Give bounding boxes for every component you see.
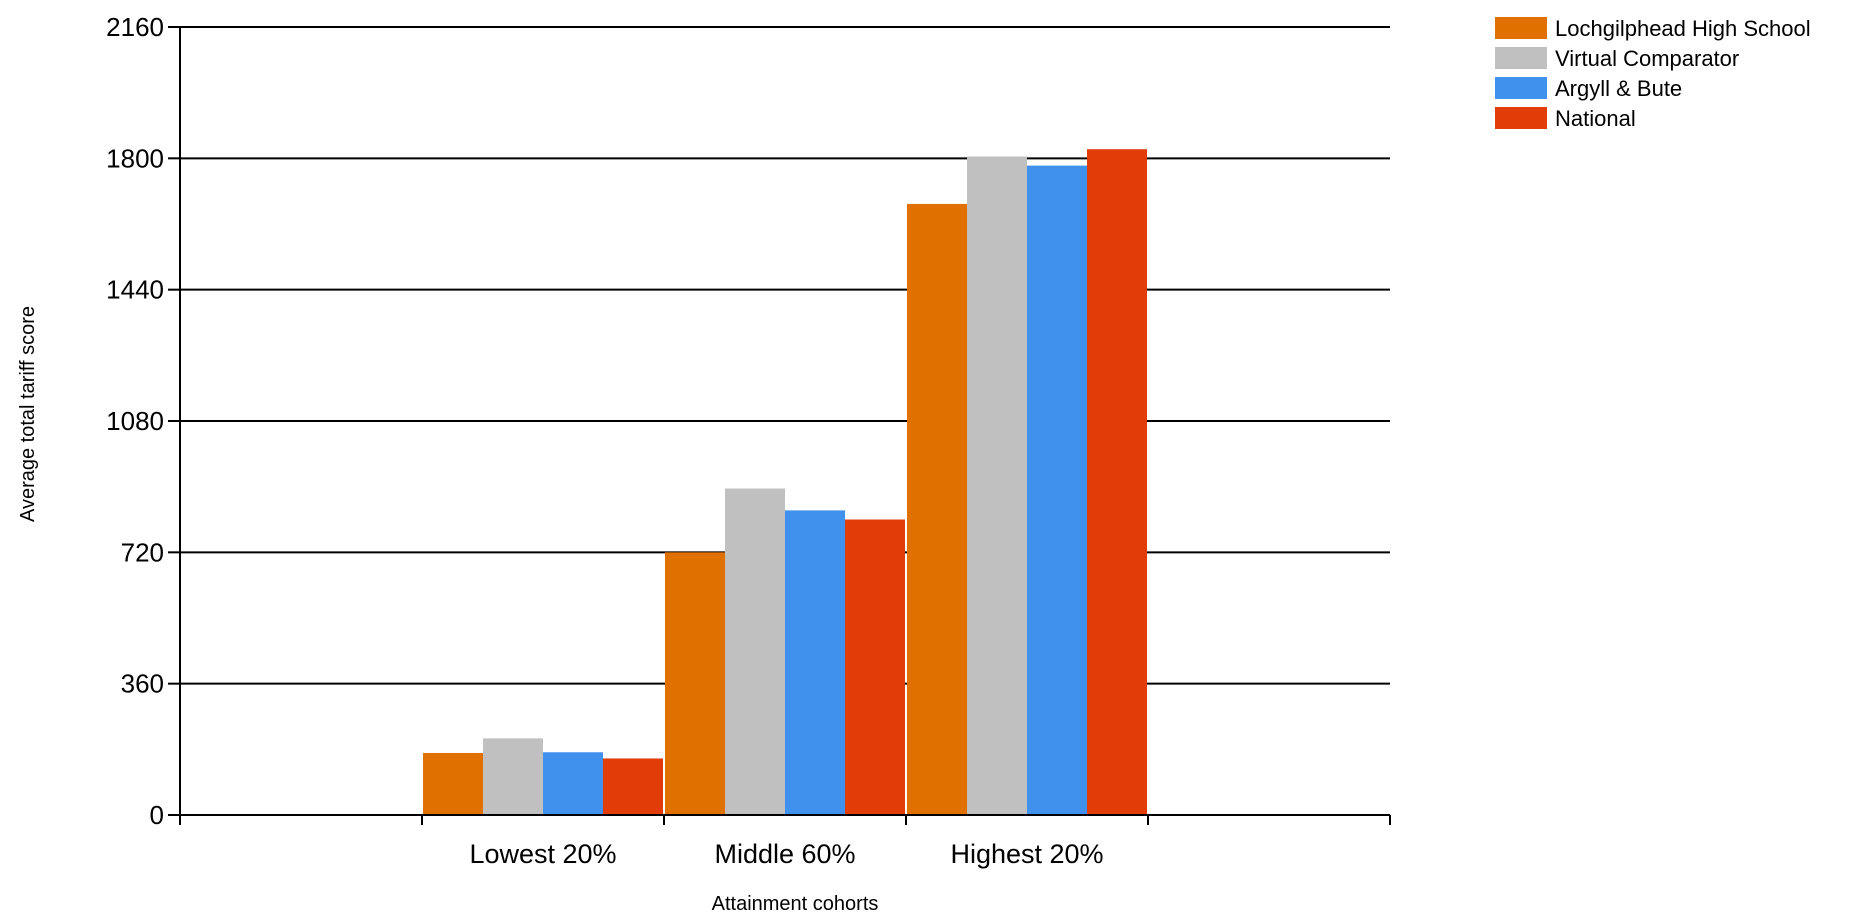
y-tick-label: 360 xyxy=(121,669,164,699)
bar xyxy=(785,510,845,815)
y-tick-label: 1440 xyxy=(106,275,164,305)
bar xyxy=(967,156,1027,815)
x-category-label: Lowest 20% xyxy=(469,839,616,869)
legend: Lochgilphead High School Virtual Comparat… xyxy=(1495,16,1811,131)
legend-swatch xyxy=(1495,47,1547,69)
legend-label: Virtual Comparator xyxy=(1555,46,1739,71)
legend-label: National xyxy=(1555,106,1636,131)
bar xyxy=(1027,165,1087,815)
x-category-label: Middle 60% xyxy=(714,839,855,869)
bar xyxy=(423,752,483,815)
y-tick-label: 1800 xyxy=(106,143,164,173)
bar xyxy=(1087,149,1147,816)
bar xyxy=(907,203,967,815)
legend-swatch xyxy=(1495,77,1547,99)
legend-label: Argyll & Bute xyxy=(1555,76,1682,101)
bars xyxy=(423,149,1147,816)
bar xyxy=(603,758,663,815)
y-tick-label: 1080 xyxy=(106,406,164,436)
legend-label: Lochgilphead High School xyxy=(1555,16,1811,41)
x-axis-ticks: Lowest 20% Middle 60% Highest 20% xyxy=(179,815,1391,869)
axes xyxy=(179,27,1390,816)
y-axis-ticks: 0 360 720 1080 1440 1800 2160 xyxy=(106,12,180,830)
bar xyxy=(665,552,725,815)
legend-swatch xyxy=(1495,107,1547,129)
y-tick-label: 0 xyxy=(150,800,164,830)
legend-swatch xyxy=(1495,17,1547,39)
y-axis-title: Average total tariff score xyxy=(17,306,39,522)
gridlines xyxy=(180,26,1390,685)
y-tick-label: 2160 xyxy=(106,12,164,42)
x-axis-title: Attainment cohorts xyxy=(712,893,879,915)
bar xyxy=(725,488,785,815)
y-tick-label: 720 xyxy=(121,537,164,567)
bar xyxy=(483,738,543,815)
x-category-label: Highest 20% xyxy=(950,839,1103,869)
bar xyxy=(845,519,905,815)
bar xyxy=(543,752,603,815)
